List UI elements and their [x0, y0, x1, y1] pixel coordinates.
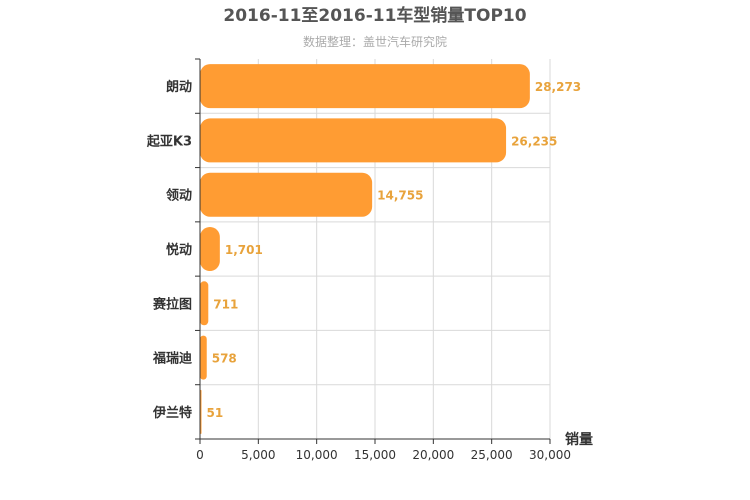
bar [200, 172, 373, 217]
category-label: 朗动 [166, 79, 192, 95]
chart-subtitle: 数据整理：盖世汽车研究院 [303, 34, 447, 49]
bar [200, 118, 507, 163]
bar [200, 281, 209, 326]
chart-title: 2016-11至2016-11车型销量TOP10 [223, 5, 526, 26]
bars-group: 28,273 26,235 14,755 1,701 711 578 51 [200, 64, 581, 434]
x-tick-label: 20,000 [412, 448, 454, 462]
category-label: 悦动 [166, 242, 192, 258]
category-label: 赛拉图 [152, 296, 192, 312]
data-label: 1,701 [225, 243, 263, 257]
x-tick-label: 25,000 [471, 448, 513, 462]
data-label: 578 [212, 352, 237, 366]
data-label: 26,235 [511, 134, 557, 148]
data-label: 14,755 [377, 189, 423, 203]
category-label: 起亚K3 [146, 133, 192, 149]
data-label: 711 [213, 297, 238, 311]
x-tick-label: 10,000 [296, 448, 338, 462]
x-tick-label: 5,000 [241, 448, 275, 462]
bar [200, 227, 220, 271]
bar [200, 335, 207, 380]
data-label: 51 [207, 406, 224, 420]
category-label: 福瑞迪 [152, 351, 192, 367]
x-tick-label: 15,000 [354, 448, 396, 462]
bar [200, 64, 530, 109]
x-tick-label: 0 [196, 448, 204, 462]
category-label: 伊兰特 [152, 405, 192, 421]
x-tick-label: 30,000 [529, 448, 571, 462]
data-label: 28,273 [535, 80, 581, 94]
x-axis-title: 销量 [565, 431, 593, 448]
category-label: 领动 [166, 188, 192, 204]
